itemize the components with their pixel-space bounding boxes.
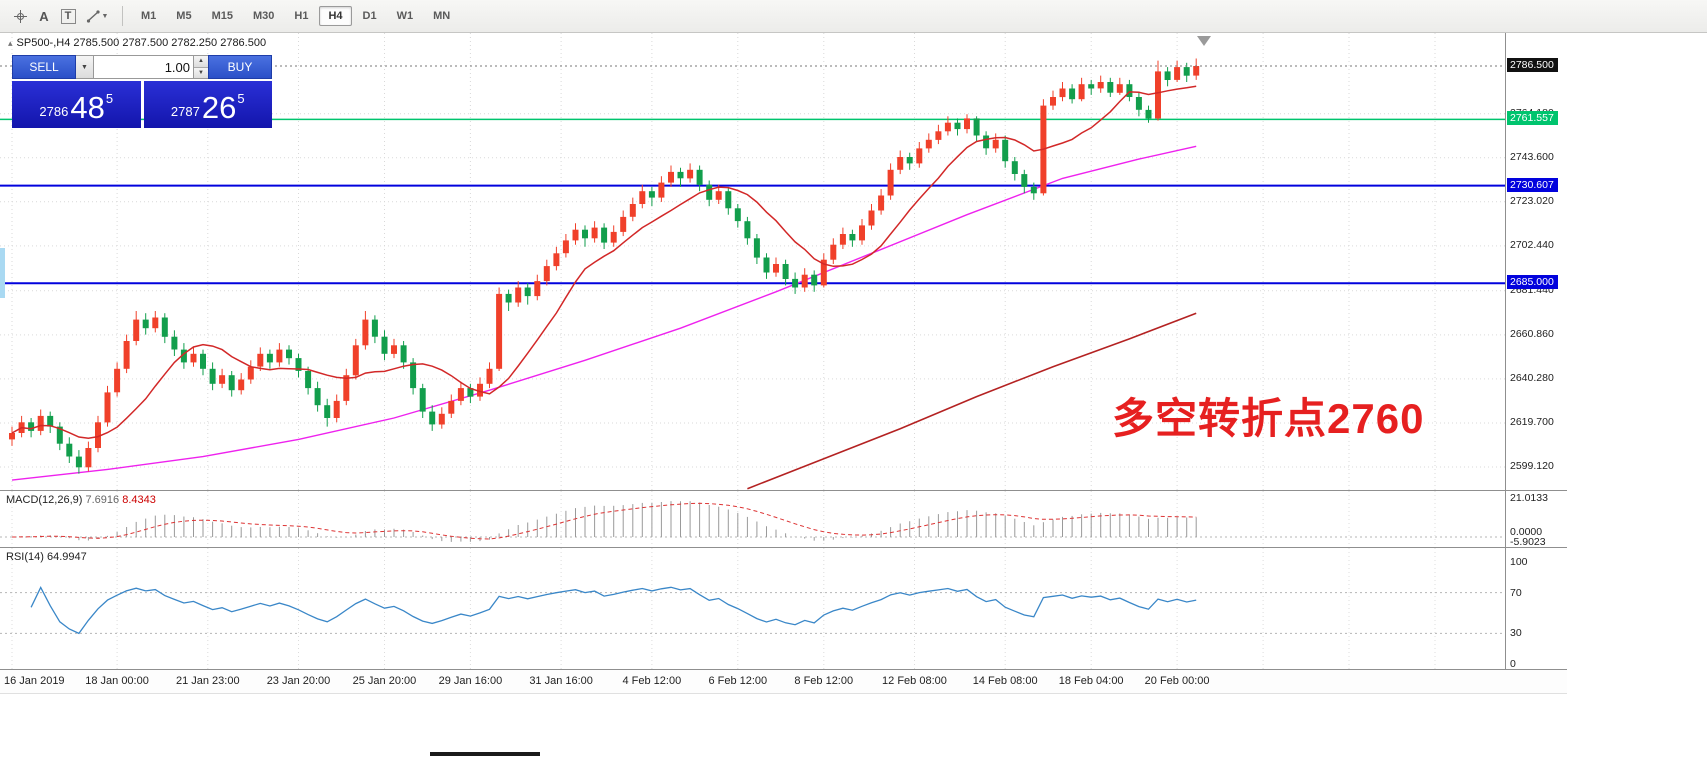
volume-down-button[interactable]: ▼ (194, 67, 208, 78)
buy-quote[interactable]: 2787 26 5 (143, 81, 272, 128)
sell-button[interactable]: SELL (12, 55, 76, 79)
time-axis-label: 29 Jan 16:00 (438, 675, 503, 687)
time-axis-label: 14 Feb 08:00 (972, 675, 1038, 687)
chart-window: ▴ SP500-,H4 2785.500 2787.500 2782.250 2… (0, 33, 1567, 758)
sell-quote[interactable]: 2786 48 5 (12, 81, 141, 128)
sell-price-prefix: 2786 (39, 104, 69, 119)
trade-options-dropdown[interactable]: ▼ (76, 55, 94, 79)
macd-axis-label: 21.0133 (1510, 492, 1548, 504)
macd-label: MACD(12,26,9) 7.6916 8.4343 (6, 494, 156, 506)
rsi-axis-label: 0 (1510, 658, 1516, 670)
time-axis-label: 25 Jan 20:00 (352, 675, 417, 687)
volume-stepper: ▲ ▼ (194, 55, 208, 79)
price-level-badge: 2685.000 (1507, 275, 1558, 290)
rsi-panel[interactable]: RSI(14) 64.9947 (0, 548, 1505, 670)
price-level-badge: 2730.607 (1507, 177, 1558, 192)
timeframe-D1[interactable]: D1 (362, 10, 377, 22)
buy-price-big: 26 (201, 90, 237, 125)
price-tick-label: 2702.440 (1510, 238, 1554, 251)
label-tool[interactable]: T (56, 4, 80, 28)
price-chart-panel[interactable]: ▴ SP500-,H4 2785.500 2787.500 2782.250 2… (0, 33, 1505, 491)
price-level-badge: 2761.557 (1507, 111, 1558, 126)
chevron-down-icon: ▼ (101, 12, 109, 20)
bottom-strip (0, 694, 1567, 758)
timeframe-M30[interactable]: M30 (252, 10, 275, 22)
time-axis-label: 18 Feb 04:00 (1058, 675, 1124, 687)
time-axis-label: 6 Feb 12:00 (708, 675, 768, 687)
symbol-arrow-icon: ▴ (8, 37, 13, 48)
one-click-trade-widget: SELL ▼ 1.00 ▲ ▼ BUY 2786 48 5 (12, 55, 272, 128)
price-axis[interactable]: 2786.500 2764.1802743.6002723.0202702.44… (1505, 33, 1567, 491)
time-axis-label: 31 Jan 16:00 (529, 675, 593, 687)
shapes-tool[interactable]: ▼ (80, 4, 114, 28)
price-tick-label: 2599.120 (1510, 459, 1554, 472)
toolbar: A T ▼ M1 M5 M15 M30 H1 H4 D1 W1 MN (0, 0, 1707, 33)
time-axis-label: 21 Jan 23:00 (175, 675, 240, 687)
timeframe-toolbar: M1 M5 M15 M30 H1 H4 D1 W1 MN (131, 6, 460, 26)
shapes-tool-icon (86, 9, 101, 24)
time-axis[interactable]: 16 Jan 2019 18 Jan 00:00 21 Jan 23:00 23 Ja… (0, 670, 1567, 694)
rsi-axis: 100 70 30 0 (1505, 548, 1567, 670)
price-tick-label: 2660.860 (1510, 327, 1554, 340)
macd-panel[interactable]: MACD(12,26,9) 7.6916 8.4343 (0, 491, 1505, 548)
price-tick-label: 2743.600 (1510, 150, 1554, 163)
time-axis-label: 12 Feb 08:00 (882, 675, 947, 687)
current-price-badge: 2786.500 (1507, 58, 1558, 72)
time-axis-label: 16 Jan 2019 (4, 675, 65, 687)
rsi-axis-label: 70 (1510, 586, 1522, 599)
macd-axis-label: -5.9023 (1510, 536, 1546, 548)
chart-annotation: 多空转折点2760 (1112, 395, 1425, 442)
time-axis-label: 18 Jan 00:00 (85, 675, 149, 687)
timeframe-W1[interactable]: W1 (396, 10, 414, 22)
toolbar-separator (122, 6, 123, 26)
rsi-label: RSI(14) 64.9947 (6, 551, 87, 563)
time-axis-label: 23 Jan 20:00 (266, 675, 331, 687)
price-tick-label: 2640.280 (1510, 371, 1554, 384)
docked-panel-edge (0, 248, 5, 298)
timeframe-H1[interactable]: H1 (294, 10, 309, 22)
time-axis-label: 4 Feb 12:00 (622, 675, 682, 687)
price-tick-label: 2723.020 (1510, 194, 1554, 207)
arrow-marker (1197, 36, 1211, 46)
timeframe-M15[interactable]: M15 (211, 10, 233, 22)
volume-up-button[interactable]: ▲ (194, 56, 208, 68)
text-tool-icon: A (39, 8, 49, 24)
time-axis-label: 20 Feb 00:00 (1144, 675, 1210, 687)
rsi-axis-label: 100 (1510, 556, 1528, 568)
timeframe-M1[interactable]: M1 (141, 10, 157, 22)
crosshair-tool[interactable] (8, 4, 32, 28)
buy-price-sup: 5 (237, 91, 245, 106)
time-axis-label: 8 Feb 12:00 (794, 675, 854, 687)
macd-axis: 21.0133 0.0000 -5.9023 (1505, 491, 1567, 548)
timeframe-M5[interactable]: M5 (176, 10, 192, 22)
volume-input[interactable]: 1.00 (94, 55, 194, 79)
price-tick-label: 2619.700 (1510, 415, 1554, 428)
buy-price-prefix: 2787 (170, 104, 200, 119)
macd-axis-label: 0.0000 (1510, 526, 1543, 538)
buy-button[interactable]: BUY (208, 55, 272, 79)
text-tool[interactable]: A (32, 4, 56, 28)
label-tool-icon: T (60, 8, 76, 24)
symbol-ohlc-text: SP500-,H4 2785.500 2787.500 2782.250 278… (16, 37, 267, 49)
rsi-axis-label: 30 (1510, 627, 1522, 640)
timeframe-H4[interactable]: H4 (319, 6, 352, 26)
sell-price-sup: 5 (105, 91, 114, 106)
timeframe-MN[interactable]: MN (433, 10, 451, 22)
sell-price-big: 48 (70, 90, 105, 125)
h-scrollbar-thumb[interactable] (430, 752, 540, 756)
chart-ohlc-header: ▴ SP500-,H4 2785.500 2787.500 2782.250 2… (8, 37, 266, 49)
crosshair-icon (13, 9, 28, 24)
chevron-down-icon: ▼ (81, 63, 88, 71)
